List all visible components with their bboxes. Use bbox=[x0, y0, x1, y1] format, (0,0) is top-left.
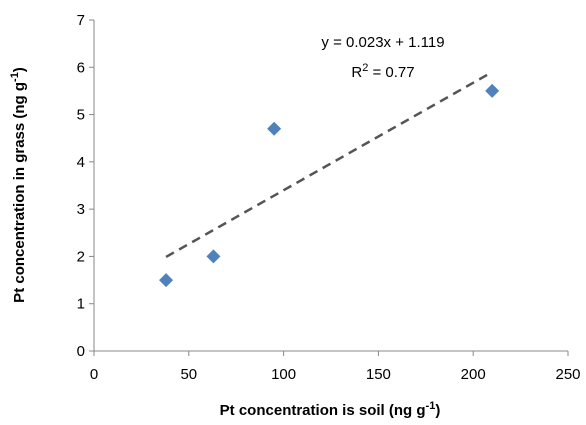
y-tick-label: 1 bbox=[77, 296, 85, 313]
data-point bbox=[159, 273, 174, 288]
x-axis-title-sup: -1 bbox=[426, 400, 436, 412]
y-tick-label: 5 bbox=[77, 107, 85, 124]
r2-annotation: R2 = 0.77 bbox=[351, 62, 414, 81]
r2-prefix: R bbox=[351, 64, 362, 81]
x-tick-label: 0 bbox=[90, 366, 98, 383]
points-layer bbox=[159, 83, 500, 288]
x-tick-label: 100 bbox=[271, 366, 296, 383]
y-ticks: 0 1 2 3 4 5 6 7 bbox=[77, 12, 94, 360]
trendline-layer bbox=[165, 70, 493, 258]
y-axis-title-sup: -1 bbox=[9, 72, 21, 82]
r2-suffix: = 0.77 bbox=[368, 64, 414, 81]
y-axis-title-text: Pt concentration in grass (ng g bbox=[11, 82, 28, 303]
r2-superscript: 2 bbox=[362, 62, 368, 74]
x-tick-label: 250 bbox=[555, 366, 580, 383]
y-tick-label: 4 bbox=[77, 154, 85, 171]
y-tick-label: 2 bbox=[77, 248, 85, 265]
trendline bbox=[165, 70, 493, 258]
x-tick-label: 150 bbox=[366, 366, 391, 383]
data-point bbox=[267, 121, 282, 136]
y-tick-label: 0 bbox=[77, 343, 85, 360]
x-axis-title-text: Pt concentration is soil (ng g bbox=[220, 402, 426, 419]
y-axis-title: Pt concentration in grass (ng g-1) bbox=[9, 67, 28, 303]
x-tick-label: 50 bbox=[180, 366, 197, 383]
y-tick-label: 6 bbox=[77, 59, 85, 76]
y-tick-label: 3 bbox=[77, 201, 85, 218]
axes bbox=[93, 20, 568, 352]
y-axis-title-end: ) bbox=[11, 67, 28, 72]
x-ticks: 0 50 100 150 200 250 bbox=[90, 351, 581, 383]
y-tick-label: 7 bbox=[77, 12, 85, 29]
equation-annotation: y = 0.023x + 1.119 bbox=[321, 34, 444, 51]
data-point bbox=[206, 249, 221, 264]
x-axis-title: Pt concentration is soil (ng g-1) bbox=[220, 400, 441, 419]
data-point bbox=[485, 83, 500, 98]
x-tick-label: 200 bbox=[461, 366, 486, 383]
x-axis-title-end: ) bbox=[435, 402, 440, 419]
